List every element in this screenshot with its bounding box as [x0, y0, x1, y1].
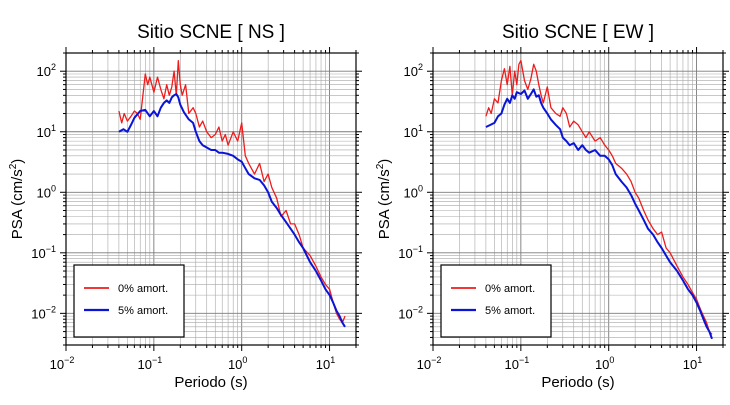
- chart-title: Sitio SCNE [ EW ]: [502, 22, 654, 43]
- chart-panel-1: 10−2 10−1 100 101 10−2 10−1 100 101 102 Sitio SCN…: [8, 22, 362, 391]
- y-tick-label: 101: [404, 123, 423, 140]
- y-tick-label: 101: [37, 123, 56, 140]
- y-tick-label: 10−1: [31, 244, 56, 261]
- legend-label: 5% amort.: [118, 305, 168, 317]
- y-tick-label: 10−2: [398, 304, 423, 321]
- y-tick-label: 10−2: [31, 304, 56, 321]
- x-tick-label: 100: [228, 355, 247, 372]
- y-axis-label: PSA (cm/s2): [8, 159, 26, 240]
- legend-label: 5% amort.: [485, 305, 535, 317]
- y-tick-label: 102: [404, 62, 423, 79]
- x-axis-label: Periodo (s): [174, 374, 247, 391]
- series-line-damping-5: [118, 93, 346, 328]
- legend: 0% amort. 5% amort.: [440, 264, 552, 338]
- x-tick-label: 10−1: [504, 355, 529, 372]
- series-group: [485, 59, 713, 340]
- x-tick-label: 100: [595, 355, 614, 372]
- x-tick-label: 10−2: [50, 355, 75, 372]
- y-axis-label: PSA (cm/s2): [375, 159, 393, 240]
- plot-frame: [65, 52, 357, 346]
- y-tick-label: 102: [37, 62, 56, 79]
- x-tick-label: 10−2: [417, 355, 442, 372]
- legend-label: 0% amort.: [118, 283, 168, 295]
- x-tick-label: 101: [316, 355, 335, 372]
- plot-frame: [432, 52, 724, 346]
- grid: [65, 52, 357, 346]
- grid: [432, 52, 724, 346]
- legend-label: 0% amort.: [485, 283, 535, 295]
- series-line-damping-5: [485, 88, 713, 340]
- y-tick-label: 100: [37, 183, 56, 200]
- legend-box: [73, 264, 185, 338]
- x-tick-label: 10−1: [137, 355, 162, 372]
- chart-title: Sitio SCNE [ NS ]: [137, 22, 285, 43]
- x-tick-label: 101: [683, 355, 702, 372]
- series-group: [118, 59, 346, 328]
- legend: 0% amort. 5% amort.: [73, 264, 185, 338]
- chart-panel-2: 10−2 10−1 100 101 10−2 10−1 100 101 102 Sitio SCN…: [375, 22, 729, 391]
- y-tick-label: 10−1: [398, 244, 423, 261]
- series-line-damping-0: [118, 59, 346, 324]
- x-axis-label: Periodo (s): [541, 374, 614, 391]
- y-tick-label: 100: [404, 183, 423, 200]
- legend-box: [440, 264, 552, 338]
- series-line-damping-0: [485, 59, 713, 335]
